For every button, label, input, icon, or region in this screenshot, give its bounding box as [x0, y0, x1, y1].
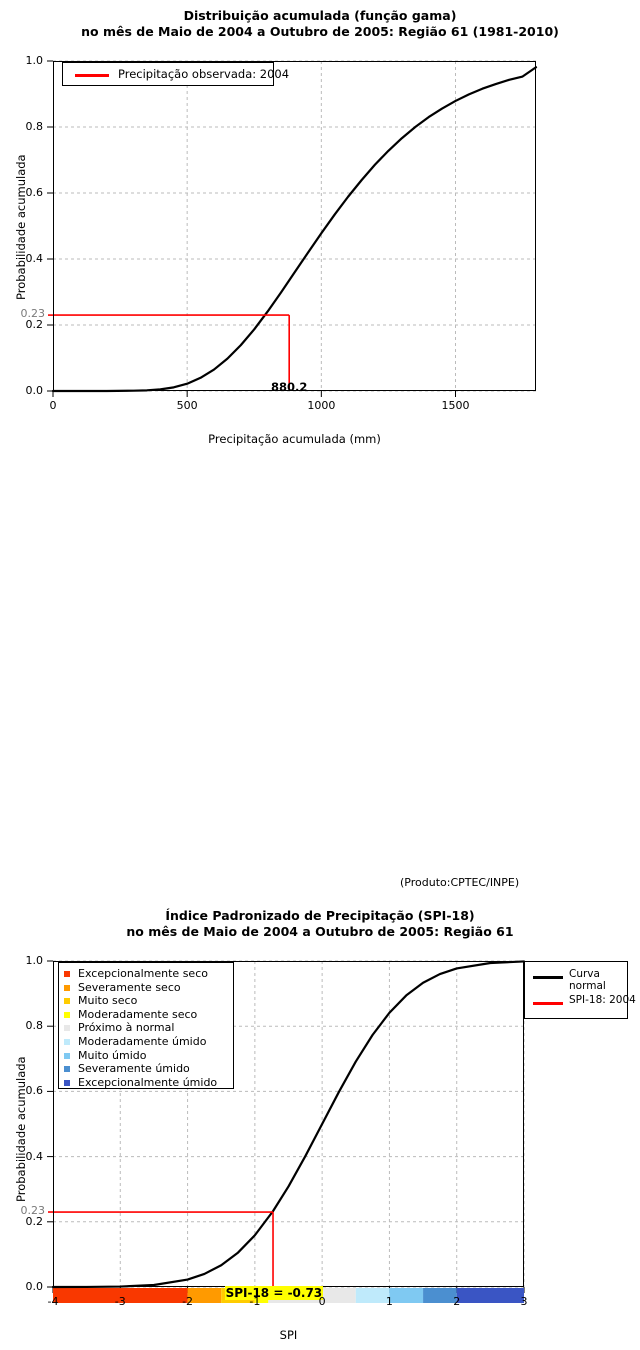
spi-legend-label-4: Próximo à normal: [78, 1021, 175, 1035]
panel2-ytick-0: 0.0: [25, 1280, 44, 1293]
panel1-ytick-0.4: 0.4: [25, 252, 44, 265]
spi-legend-swatch-icon-1: [64, 984, 70, 991]
panel1-xtick-500: 500: [176, 399, 198, 412]
spi-legend-label-6: Muito úmido: [78, 1048, 147, 1062]
panel2-xtick--2: -2: [182, 1295, 194, 1308]
panel1-plot-frame: [53, 61, 536, 391]
spi-legend-swatch-icon-3: [64, 1011, 70, 1018]
panel1-legend: Precipitação observada: 2004: [62, 62, 289, 86]
curve-legend-label-0: Curva: [569, 968, 600, 980]
panel2-ytick-marker: 0.23: [20, 1204, 46, 1218]
curve-legend-text-1: SPI-18: 2004: [569, 994, 636, 1006]
panel2-ytick-1: 1.0: [25, 954, 44, 967]
panel1-ytick-0.2: 0.2: [25, 318, 44, 331]
spi-legend-swatch-icon-6: [64, 1052, 70, 1059]
panel1-title-line2: no mês de Maio de 2004 a Outubro de 2005…: [81, 24, 559, 39]
spi-legend-label-0: Excepcionalmente seco: [78, 967, 208, 980]
panel2-xtick--4: -4: [47, 1295, 59, 1308]
panel2-ytick-0.4: 0.4: [25, 1149, 44, 1163]
spi-legend-swatch-icon-8: [64, 1079, 70, 1086]
curve-legend-line-0: [533, 976, 563, 979]
panel2-xtick-1: 1: [385, 1295, 393, 1308]
panel1-ytick-1: 1.0: [25, 54, 44, 67]
spi-legend-label-8: Excepcionalmente úmido: [78, 1075, 218, 1089]
spi-category-legend: Excepcionalmente seco Severamente seco Mui…: [58, 962, 234, 1089]
panel2-xtick-2: 2: [453, 1295, 461, 1308]
spi-legend-swatch-icon-2: [64, 998, 70, 1005]
panel1-ytick-0.6: 0.6: [25, 186, 44, 199]
panel1-ytick-0.8: 0.8: [25, 120, 44, 133]
curve-legend-label-0-line2: normal: [569, 980, 606, 992]
panel2-ytick-0.8: 0.8: [25, 1019, 44, 1033]
panel2-xtick-0: 0: [318, 1295, 326, 1308]
panel1-xtick-1000: 1000: [307, 399, 336, 412]
legend-line-observed: [75, 74, 109, 77]
panel1-title: Distribuição acumulada (função gama) no …: [0, 8, 640, 40]
panel2-xtick--3: -3: [114, 1295, 126, 1308]
spi-normal-cdf-panel: Índice Padronizado de Precipitação (SPI-…: [0, 450, 640, 1342]
spi-legend-swatch-icon-5: [64, 1039, 70, 1045]
legend-label-observed: Precipitação observada: 2004: [118, 67, 290, 81]
spi-legend-label-5: Moderadamente úmido: [78, 1035, 207, 1048]
spi-legend-label-1: Severamente seco: [78, 980, 181, 994]
panel1-ytick-0: 0.0: [25, 384, 44, 397]
curve-legend-text-0: Curva normal: [569, 968, 606, 992]
panel1-annotation-precip: 880.2: [271, 380, 308, 394]
panel1-xtick-0: 0: [49, 399, 57, 412]
spi-legend-label-2: Muito seco: [78, 994, 138, 1008]
panel2-ytick-0.6: 0.6: [25, 1084, 44, 1098]
spi-legend-label-3: Moderadamente seco: [78, 1007, 198, 1021]
panel1-x-axis-label: Precipitação acumulada (mm): [208, 432, 381, 446]
gamma-cdf-panel: Distribuição acumulada (função gama) no …: [0, 0, 640, 450]
spi-legend-label-7: Severamente úmido: [78, 1062, 190, 1076]
panel2-xtick-3: 3: [520, 1295, 528, 1308]
product-footer: (Produto:CPTEC/INPE): [400, 876, 520, 889]
panel1-title-line1: Distribuição acumulada (função gama): [183, 8, 457, 23]
curve-legend-label-1: SPI-18: 2004: [569, 994, 636, 1006]
panel2-xtick--1: -1: [249, 1295, 261, 1308]
panel1-ytick-marker: 0.23: [20, 307, 46, 321]
curve-legend-line-1: [533, 1002, 563, 1005]
spi-legend-swatch-icon-7: [64, 1066, 70, 1073]
spi-legend-swatch-icon-4: [64, 1025, 70, 1032]
panel1-xtick-1500: 1500: [441, 399, 470, 412]
panel2-curve-legend: Curva normal SPI-18: 2004: [524, 961, 636, 1019]
spi-legend-swatch-icon-0: [64, 971, 70, 977]
